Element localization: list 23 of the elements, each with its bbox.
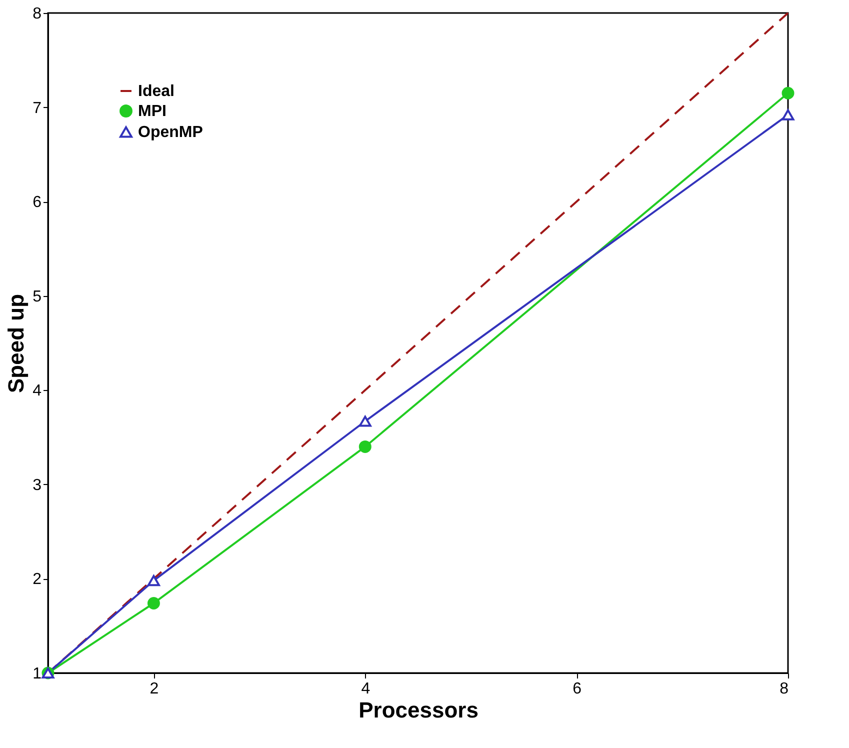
y-tick-label: 2 [32, 571, 42, 588]
legend-label: Ideal [138, 83, 174, 100]
y-tick-label: 7 [32, 100, 42, 117]
y-axis-title: Speed up [4, 294, 29, 394]
legend-label: MPI [138, 103, 166, 120]
point [147, 575, 160, 586]
point [147, 596, 160, 610]
point [782, 109, 794, 120]
y-tick-label: 6 [32, 194, 42, 212]
y-tick-label: 1 [32, 666, 42, 682]
point [358, 440, 372, 453]
y-tick-label: 5 [32, 288, 42, 306]
x-tick-label: 4 [361, 680, 370, 698]
point [782, 86, 794, 100]
y-tick-label: 4 [32, 382, 42, 400]
y-tick-label: 8 [32, 6, 42, 22]
point [358, 416, 372, 427]
legend-label: OpenMP [138, 124, 204, 141]
x-tick-label: 8 [780, 680, 789, 698]
y-tick-label: 3 [32, 476, 42, 494]
x-tick-label: 2 [150, 680, 159, 698]
x-axis-title: Processors [358, 698, 478, 722]
x-tick-label: 6 [572, 680, 582, 698]
